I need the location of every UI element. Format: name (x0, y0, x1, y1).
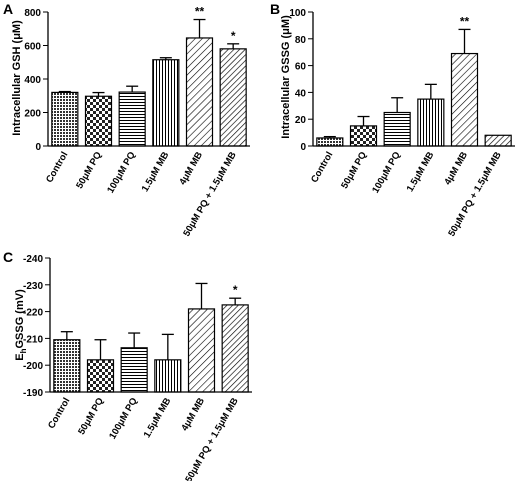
y-tick-label: 60 (295, 62, 307, 73)
y-tick-label: 0 (300, 142, 306, 153)
panel-label-c: C (3, 249, 13, 265)
bar (219, 48, 247, 147)
category-label: 50μM PQ (339, 150, 369, 191)
category-label: 1.5μM MB (140, 150, 172, 194)
y-axis-label-c-sub: h (19, 348, 28, 353)
bar (417, 98, 445, 147)
y-tick-label: 0 (35, 142, 41, 153)
y-tick-label: -210 (23, 334, 43, 345)
y-tick-label: -190 (23, 388, 43, 399)
y-axis-label-c-rest: GSSG (mV) (14, 289, 26, 349)
y-axis-label-c: EhGSSG (mV) (14, 289, 28, 361)
significance-marker: * (231, 29, 236, 43)
bar (450, 52, 479, 147)
y-tick-label: 40 (295, 88, 307, 99)
bar (349, 125, 378, 147)
category-label: 100μM PQ (105, 150, 138, 195)
category-label: 100μM PQ (107, 396, 140, 441)
y-tick-label: 600 (24, 42, 41, 53)
panel-label-a: A (3, 1, 13, 17)
panel-a: A Intracellular GSH (μM) 0 200 400 600 800 Co… (3, 1, 250, 239)
category-label: Control (46, 396, 72, 431)
bar (154, 359, 182, 393)
y-tick-label: 800 (24, 8, 41, 19)
significance-marker: * (233, 283, 238, 297)
bar (51, 91, 79, 147)
y-tick-label: -230 (23, 281, 43, 292)
bar (152, 59, 180, 147)
y-tick-label: 200 (24, 109, 41, 120)
bar (383, 111, 411, 147)
bar (185, 37, 214, 147)
significance-marker: ** (195, 5, 205, 19)
category-label: Control (44, 150, 70, 185)
significance-marker: ** (460, 14, 470, 28)
category-label: 50μM PQ (74, 150, 104, 191)
bar (187, 308, 216, 393)
y-tick-label: 400 (24, 75, 41, 86)
panel-c: C EhGSSG (mV) -190 -200 -210 -220 -230 -240 Co… (3, 249, 252, 481)
y-tick-label: 20 (295, 115, 307, 126)
y-axis-label-c-main: E (14, 353, 26, 360)
bar (84, 95, 113, 147)
category-label: 4μM MB (177, 150, 205, 187)
y-tick-label: 80 (295, 35, 307, 46)
category-label: 1.5μM MB (405, 150, 437, 194)
bar (221, 304, 249, 393)
y-tick-label: -240 (23, 254, 43, 265)
y-tick-label: -220 (23, 308, 43, 319)
category-label: 4μM MB (179, 396, 207, 433)
bar (120, 347, 148, 393)
y-axis-label-a: Intracellular GSH (μM) (11, 20, 23, 136)
panel-b: B Intracellular GSSG (μM) 0 20 40 60 80 100 Co… (270, 1, 515, 239)
panel-label-b: B (270, 1, 280, 17)
category-label: 4μM MB (442, 150, 470, 187)
y-tick-label: -200 (23, 361, 43, 372)
bar (316, 137, 344, 147)
bar (118, 91, 146, 147)
bar (86, 359, 115, 393)
bar (53, 339, 81, 393)
category-label: Control (309, 150, 335, 185)
y-axis-label-b: Intracellular GSSG (μM) (280, 15, 292, 139)
bar (484, 134, 512, 147)
category-label: 1.5μM MB (142, 396, 174, 440)
y-tick-label: 100 (289, 8, 306, 19)
category-label: 50μM PQ (76, 396, 106, 437)
category-label: 100μM PQ (370, 150, 403, 195)
